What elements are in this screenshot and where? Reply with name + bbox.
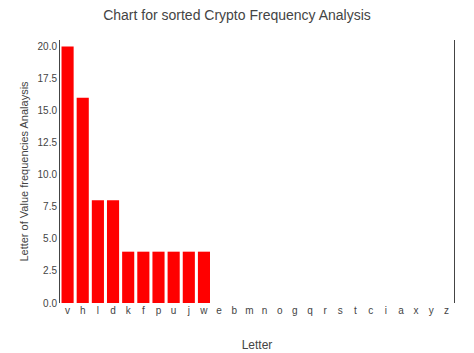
svg-text:2.5: 2.5 bbox=[43, 265, 57, 276]
svg-text:i: i bbox=[385, 305, 387, 316]
svg-text:15.0: 15.0 bbox=[38, 105, 58, 116]
svg-text:y: y bbox=[429, 305, 434, 316]
svg-text:t: t bbox=[354, 305, 357, 316]
svg-text:q: q bbox=[307, 305, 313, 316]
svg-text:j: j bbox=[187, 305, 190, 316]
svg-text:20.0: 20.0 bbox=[38, 41, 58, 52]
svg-text:a: a bbox=[398, 305, 404, 316]
svg-text:o: o bbox=[277, 305, 283, 316]
svg-text:d: d bbox=[110, 305, 116, 316]
svg-text:12.5: 12.5 bbox=[38, 137, 58, 148]
svg-text:10.0: 10.0 bbox=[38, 169, 58, 180]
svg-text:7.5: 7.5 bbox=[43, 201, 57, 212]
svg-text:u: u bbox=[171, 305, 177, 316]
svg-text:Letter of Value frequencies An: Letter of Value frequencies Analaysis bbox=[18, 81, 30, 262]
svg-text:5.0: 5.0 bbox=[43, 233, 57, 244]
svg-text:r: r bbox=[324, 305, 328, 316]
svg-text:k: k bbox=[126, 305, 132, 316]
svg-text:x: x bbox=[414, 305, 419, 316]
svg-text:v: v bbox=[65, 305, 70, 316]
svg-text:17.5: 17.5 bbox=[38, 73, 58, 84]
svg-text:l: l bbox=[97, 305, 99, 316]
svg-text:0.0: 0.0 bbox=[43, 298, 57, 309]
svg-text:p: p bbox=[156, 305, 162, 316]
svg-text:Letter: Letter bbox=[242, 338, 273, 352]
svg-text:f: f bbox=[142, 305, 145, 316]
svg-text:b: b bbox=[231, 305, 237, 316]
svg-text:h: h bbox=[80, 305, 86, 316]
svg-text:c: c bbox=[368, 305, 373, 316]
svg-text:Chart for sorted Crypto Freque: Chart for sorted Crypto Frequency Analys… bbox=[103, 7, 371, 23]
svg-text:e: e bbox=[216, 305, 222, 316]
svg-text:s: s bbox=[338, 305, 343, 316]
svg-text:z: z bbox=[444, 305, 449, 316]
svg-text:w: w bbox=[199, 305, 208, 316]
svg-text:g: g bbox=[292, 305, 298, 316]
svg-text:n: n bbox=[262, 305, 268, 316]
svg-text:m: m bbox=[245, 305, 253, 316]
